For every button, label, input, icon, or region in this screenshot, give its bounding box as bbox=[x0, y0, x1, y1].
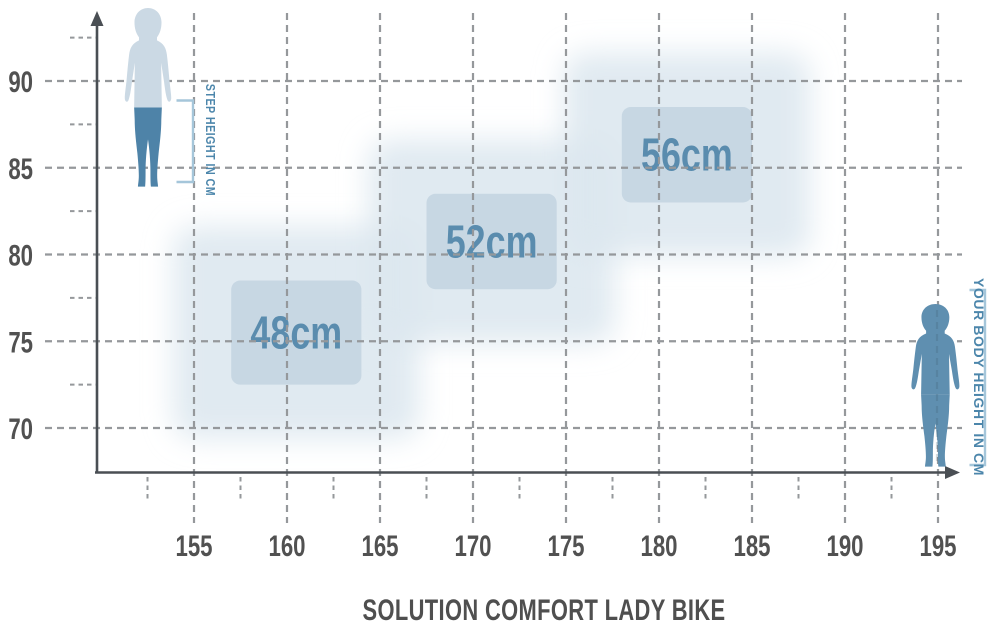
size-region-box-48cm bbox=[231, 280, 362, 385]
woman-left-torso-icon bbox=[124, 8, 172, 108]
body-height-figure bbox=[911, 304, 960, 467]
woman-right-legs-icon bbox=[921, 394, 950, 467]
y-tick-label-75: 75 bbox=[8, 325, 33, 359]
x-tick-label-175: 175 bbox=[547, 529, 584, 563]
size-region-label-52cm: 52cm bbox=[446, 216, 538, 267]
woman-right-torso-icon bbox=[911, 304, 960, 395]
step-height-bracket bbox=[176, 99, 195, 184]
size-region-box-56cm bbox=[621, 107, 752, 203]
y-tick-label-90: 90 bbox=[8, 65, 33, 99]
body-height-bracket bbox=[969, 288, 987, 467]
body-height-axis-label: YOUR BODY HEIGHT IN CM bbox=[971, 278, 987, 476]
size-region-label-48cm: 48cm bbox=[250, 307, 342, 358]
y-tick-label-80: 80 bbox=[8, 238, 33, 272]
x-tick-label-195: 195 bbox=[919, 529, 956, 563]
step-height-axis-label: STEP HEIGHT IN CM bbox=[203, 84, 218, 196]
x-tick-label-185: 185 bbox=[733, 529, 770, 563]
y-tick-label-70: 70 bbox=[8, 412, 33, 446]
x-tick-label-160: 160 bbox=[268, 529, 305, 563]
x-tick-label-190: 190 bbox=[826, 529, 863, 563]
size-region-box-52cm bbox=[426, 193, 557, 290]
x-tick-label-155: 155 bbox=[175, 529, 212, 563]
axis-tick-labels: 70 75 80 85 90 155 160 165 170 175 180 185 190 195 bbox=[8, 65, 956, 563]
step-height-figure bbox=[124, 8, 172, 187]
size-region-halos bbox=[173, 53, 810, 439]
y-axis-arrow-icon bbox=[90, 11, 104, 26]
x-tick-label-165: 165 bbox=[361, 529, 398, 563]
x-tick-label-170: 170 bbox=[454, 529, 491, 563]
x-tick-label-180: 180 bbox=[640, 529, 677, 563]
size-region-label-56cm: 56cm bbox=[641, 129, 733, 180]
chart-title: SOLUTION COMFORT LADY BIKE bbox=[363, 593, 726, 627]
x-axis-arrow-icon bbox=[945, 466, 960, 479]
y-tick-label-85: 85 bbox=[8, 151, 33, 185]
woman-left-legs-icon bbox=[134, 107, 162, 187]
size-regions: 48cm 52cm 56cm bbox=[231, 107, 752, 385]
axes bbox=[90, 11, 960, 479]
gridlines bbox=[45, 13, 962, 523]
